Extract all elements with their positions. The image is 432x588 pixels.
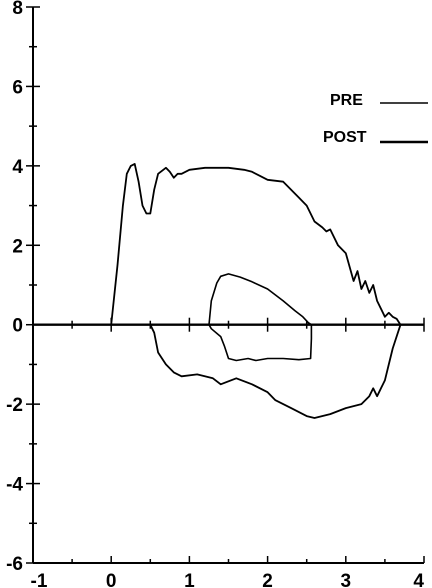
y-tick-label: 8 [12,0,23,19]
y-tick-label: 4 [12,157,23,178]
axis-ticks [26,6,425,564]
y-tick-label: 2 [12,236,23,257]
y-tick-label: -6 [6,554,23,575]
series-layer [110,162,402,419]
x-tick-label: 1 [184,571,195,588]
x-tick-label: -1 [31,571,48,588]
x-tick-label: 4 [413,571,424,588]
x-tick-label: 2 [262,571,273,588]
series-line-post [110,162,402,419]
series-line-pre [208,273,313,362]
legend: PRE POST [323,92,428,146]
y-tick-label: -2 [6,395,23,416]
x-tick-label: 0 [106,571,117,588]
y-tick-label: 6 [12,77,23,98]
legend-label-post: POST [323,129,367,146]
tick-labels: -6 -4 -2 0 2 4 6 8 -1 0 1 2 3 4 [6,0,424,588]
axes [32,7,424,564]
x-tick-label: 3 [341,571,352,588]
y-tick-label: -4 [6,475,23,496]
legend-label-pre: PRE [330,92,363,109]
y-tick-label: 0 [12,316,23,337]
